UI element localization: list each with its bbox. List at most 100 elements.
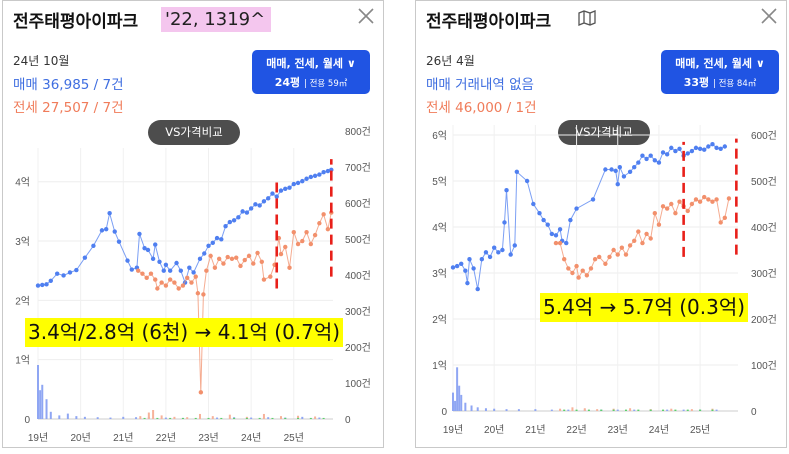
volume-bar (309, 417, 312, 419)
y-right-tick-label: 100건 (345, 378, 371, 390)
y-right-tick-label: 400건 (345, 270, 371, 282)
data-point-jeonse (640, 240, 645, 246)
data-point-buy (491, 245, 497, 250)
apt-title: 전주태평아이파크 (426, 12, 552, 32)
volume-bar (460, 394, 463, 411)
volume-bar (470, 405, 473, 411)
data-point-buy (613, 168, 618, 174)
data-point-buy (463, 268, 468, 273)
volume-bar (637, 409, 640, 411)
data-point-jeonse (580, 268, 585, 273)
close-icon[interactable] (760, 7, 778, 25)
data-point-buy (514, 169, 520, 174)
volume-bar (169, 417, 172, 419)
data-point-buy (304, 176, 309, 181)
data-point-buy (502, 220, 507, 225)
deal-type-selector[interactable]: 매매, 전세, 월세 ∨ 33평 | 전용 84㎡ (661, 50, 779, 94)
price-annotation: 5.4억 → 5.7억 (0.3억) (540, 293, 749, 322)
data-point-jeonse (304, 229, 309, 235)
volume-bar (58, 415, 61, 419)
vs-compare-button[interactable]: VS가격비교 (148, 120, 240, 145)
volume-bar (699, 409, 702, 411)
data-point-jeonse (660, 204, 666, 209)
data-point-jeonse (623, 252, 629, 257)
data-point-buy (325, 168, 331, 174)
data-point-buy (163, 262, 169, 267)
y-right-tick-label: 600건 (345, 198, 371, 210)
data-point-buy (291, 181, 296, 187)
data-point-jeonse (607, 254, 612, 260)
volume-bar (649, 409, 652, 411)
data-point-buy (537, 211, 542, 216)
data-point-jeonse (283, 244, 288, 250)
data-point-buy (125, 258, 130, 263)
data-point-buy (44, 282, 49, 287)
volume-bar (616, 409, 619, 411)
data-point-buy (718, 146, 723, 151)
data-point-buy (266, 196, 271, 201)
y-right-tick-label: 600건 (751, 130, 777, 142)
data-point-jeonse (193, 274, 198, 279)
data-point-jeonse (685, 208, 690, 214)
volume-bar (207, 417, 210, 419)
data-point-jeonse (287, 265, 292, 270)
data-point-buy (174, 260, 179, 266)
data-point-buy (574, 206, 579, 211)
data-point-buy (508, 252, 513, 257)
data-point-buy (621, 174, 627, 179)
data-point-buy (129, 267, 134, 272)
volume-bar (279, 416, 282, 419)
data-point-buy (706, 144, 711, 149)
volume-bar (49, 411, 52, 419)
data-point-buy (652, 158, 658, 163)
deal-type-label: 매매, 전세, 월세 ∨ (266, 57, 356, 70)
data-point-jeonse (212, 265, 218, 270)
volume-bar (567, 409, 570, 411)
map-icon[interactable] (578, 10, 596, 26)
data-point-buy (669, 145, 674, 151)
volume-bar (686, 409, 689, 411)
x-tick-label: 22년 (566, 424, 586, 436)
data-point-jeonse (229, 256, 235, 262)
data-point-jeonse (295, 241, 301, 247)
data-point-buy (312, 173, 318, 178)
data-point-buy (295, 180, 301, 186)
data-point-jeonse (693, 197, 699, 202)
y-tick-label: 4억 (15, 177, 30, 189)
volume-bar (517, 409, 520, 411)
volume-bar (550, 409, 553, 411)
data-point-jeonse (278, 251, 284, 257)
deal-type-selector[interactable]: 매매, 전세, 월세 ∨ 24평 | 전용 59㎡ (252, 50, 370, 94)
data-point-jeonse (597, 254, 602, 260)
data-point-jeonse (167, 277, 173, 282)
apt-title: 전주태평아이파크 (13, 12, 139, 32)
data-point-buy (253, 202, 258, 207)
volume-bar (674, 409, 677, 411)
x-tick-label: 20년 (70, 432, 90, 444)
volume-bar (484, 408, 487, 411)
data-point-buy (693, 145, 699, 151)
volume-bar (666, 409, 669, 411)
data-point-jeonse (325, 226, 331, 232)
volume-bar (711, 409, 714, 411)
data-point-buy (278, 188, 284, 193)
data-point-jeonse (321, 212, 326, 217)
data-point-buy (35, 283, 41, 288)
data-point-buy (467, 257, 472, 262)
data-point-buy (677, 146, 682, 151)
size-exclusive: 전용 84㎡ (718, 79, 757, 89)
data-point-buy (697, 146, 703, 151)
data-point-jeonse (673, 211, 678, 216)
volume-bar (629, 408, 632, 411)
data-point-jeonse (195, 291, 201, 296)
volume-bar (198, 413, 201, 419)
data-point-buy (137, 231, 142, 237)
x-tick-label: 23년 (198, 432, 218, 444)
data-point-jeonse (317, 221, 322, 226)
data-point-buy (202, 251, 207, 256)
data-point-buy (287, 185, 292, 190)
data-point-jeonse (176, 286, 181, 291)
close-icon[interactable] (357, 7, 375, 25)
data-point-buy (150, 256, 156, 262)
data-point-buy (644, 156, 649, 162)
